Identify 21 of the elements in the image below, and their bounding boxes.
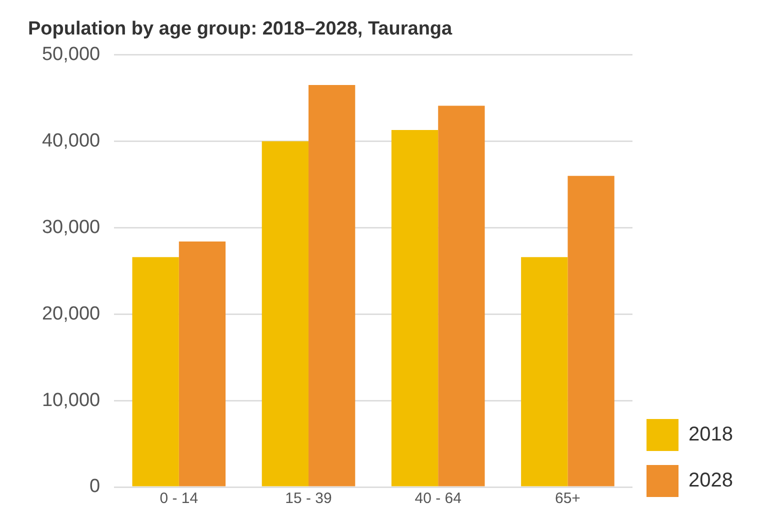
chart-title: Population by age group: 2018–2028, Tauranga: [28, 18, 453, 40]
legend-label: 2028: [688, 470, 734, 492]
y-tick-label: 40,000: [42, 130, 100, 152]
y-tick-label: 20,000: [42, 303, 100, 324]
legend-label: 2018: [688, 424, 734, 446]
x-tick-label: 0 - 14: [160, 490, 198, 508]
bar: [568, 176, 614, 486]
bar: [308, 85, 356, 486]
y-tick-label: 10,000: [42, 390, 100, 411]
bar: [178, 242, 226, 486]
bar: [262, 141, 309, 486]
y-tick-label: 30,000: [42, 216, 100, 238]
x-tick-label: 65+: [554, 490, 581, 508]
y-tick-label: 0: [90, 476, 100, 498]
bar: [391, 130, 438, 486]
bar: [132, 257, 179, 486]
bar: [438, 106, 485, 486]
bar: [521, 257, 568, 486]
y-tick-label: 50,000: [42, 44, 100, 66]
x-tick-label: 15 - 39: [285, 490, 332, 508]
x-tick-label: 40 - 64: [414, 490, 462, 508]
